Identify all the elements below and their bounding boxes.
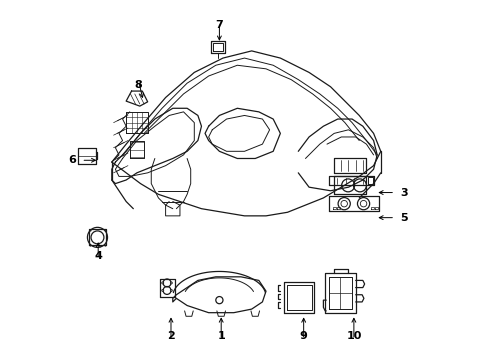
Text: 8: 8 [135, 80, 142, 90]
Text: 10: 10 [346, 331, 361, 341]
Text: 9: 9 [299, 331, 307, 341]
Text: 5: 5 [400, 213, 407, 222]
Text: 2: 2 [167, 331, 175, 341]
Text: 1: 1 [217, 331, 224, 341]
Text: 6: 6 [68, 155, 76, 165]
Text: 4: 4 [94, 251, 102, 261]
Text: 7: 7 [215, 21, 223, 30]
Text: 3: 3 [400, 188, 407, 198]
